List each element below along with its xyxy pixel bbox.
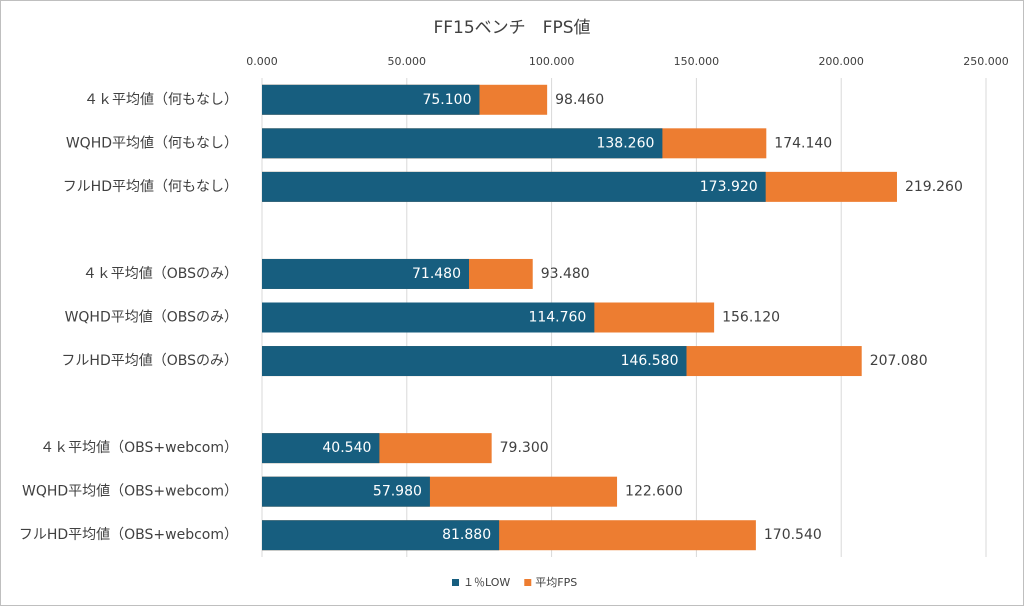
- x-tick-label: 150.000: [674, 55, 720, 68]
- y-tick-label: フルHD平均値（OBS+webcom）: [19, 527, 238, 543]
- y-tick-label: ４ｋ平均値（OBSのみ）: [83, 266, 238, 282]
- bar: [262, 346, 687, 377]
- data-label: 207.080: [870, 353, 928, 369]
- y-tick-label: ４ｋ平均値（何もなし）: [84, 92, 238, 108]
- y-tick-label: ４ｋ平均値（OBS+webcom）: [40, 440, 238, 456]
- bar: [262, 128, 663, 159]
- bar: [262, 84, 480, 115]
- bar: [262, 520, 500, 551]
- data-label: 79.300: [500, 440, 549, 456]
- bar: [262, 433, 380, 464]
- data-label: 98.460: [555, 92, 604, 108]
- legend-label: １％LOW: [463, 576, 510, 589]
- x-tick-label: 250.000: [963, 55, 1009, 68]
- data-label: 122.600: [625, 484, 683, 500]
- data-label: 219.260: [905, 179, 963, 195]
- data-label: 146.580: [621, 353, 679, 369]
- chart-title: FF15ベンチ FPS値: [433, 18, 590, 38]
- data-label: 114.760: [528, 310, 586, 326]
- y-tick-label: フルHD平均値（何もなし）: [63, 179, 238, 195]
- bar: [262, 476, 430, 507]
- y-tick-label: WQHD平均値（何もなし）: [66, 135, 238, 151]
- data-label: 138.260: [596, 135, 654, 151]
- data-label: 156.120: [722, 310, 780, 326]
- y-tick-label: WQHD平均値（OBS+webcom）: [22, 484, 238, 500]
- y-tick-label: WQHD平均値（OBSのみ）: [65, 310, 238, 326]
- data-label: 75.100: [422, 92, 471, 108]
- data-label: 93.480: [541, 266, 590, 282]
- bar: [262, 258, 470, 289]
- x-tick-label: 0.000: [246, 55, 278, 68]
- legend-swatch: [524, 579, 532, 586]
- legend-label: 平均FPS: [535, 576, 577, 589]
- legend-swatch: [452, 579, 459, 586]
- data-label: 170.540: [764, 527, 822, 543]
- bar: [262, 302, 595, 333]
- x-tick-label: 50.000: [388, 55, 427, 68]
- y-tick-label: フルHD平均値（OBSのみ）: [61, 353, 238, 369]
- x-tick-label: 100.000: [529, 55, 575, 68]
- data-label: 173.920: [700, 179, 758, 195]
- data-label: 57.980: [373, 484, 422, 500]
- data-label: 174.140: [774, 135, 832, 151]
- bar: [262, 171, 766, 202]
- data-label: 40.540: [322, 440, 371, 456]
- data-label: 71.480: [412, 266, 461, 282]
- x-tick-label: 200.000: [818, 55, 864, 68]
- data-label: 81.880: [442, 527, 491, 543]
